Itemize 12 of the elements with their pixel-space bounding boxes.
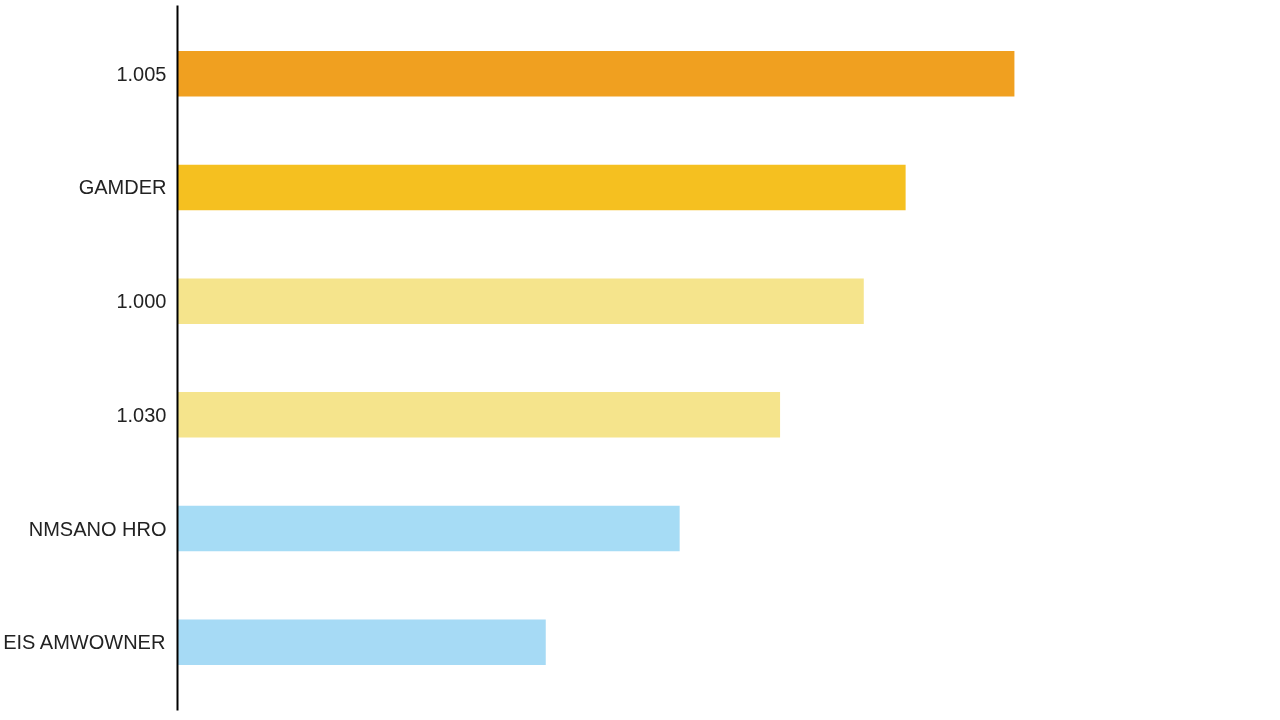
bar <box>177 392 781 438</box>
bar <box>177 164 906 211</box>
y-tick-label: GAMDER <box>78 176 167 199</box>
bar <box>177 278 864 324</box>
y-tick-label: 1.030 <box>116 403 167 426</box>
bar <box>177 505 680 552</box>
bar <box>177 619 546 666</box>
y-tick-label: 1.000 <box>116 290 167 313</box>
y-tick-label: 1.005 <box>116 62 167 85</box>
y-tick-label: NMSANO HRO <box>28 517 167 540</box>
y-tick-label: EIS AMWOWNER <box>3 631 166 654</box>
bar <box>177 50 1015 97</box>
